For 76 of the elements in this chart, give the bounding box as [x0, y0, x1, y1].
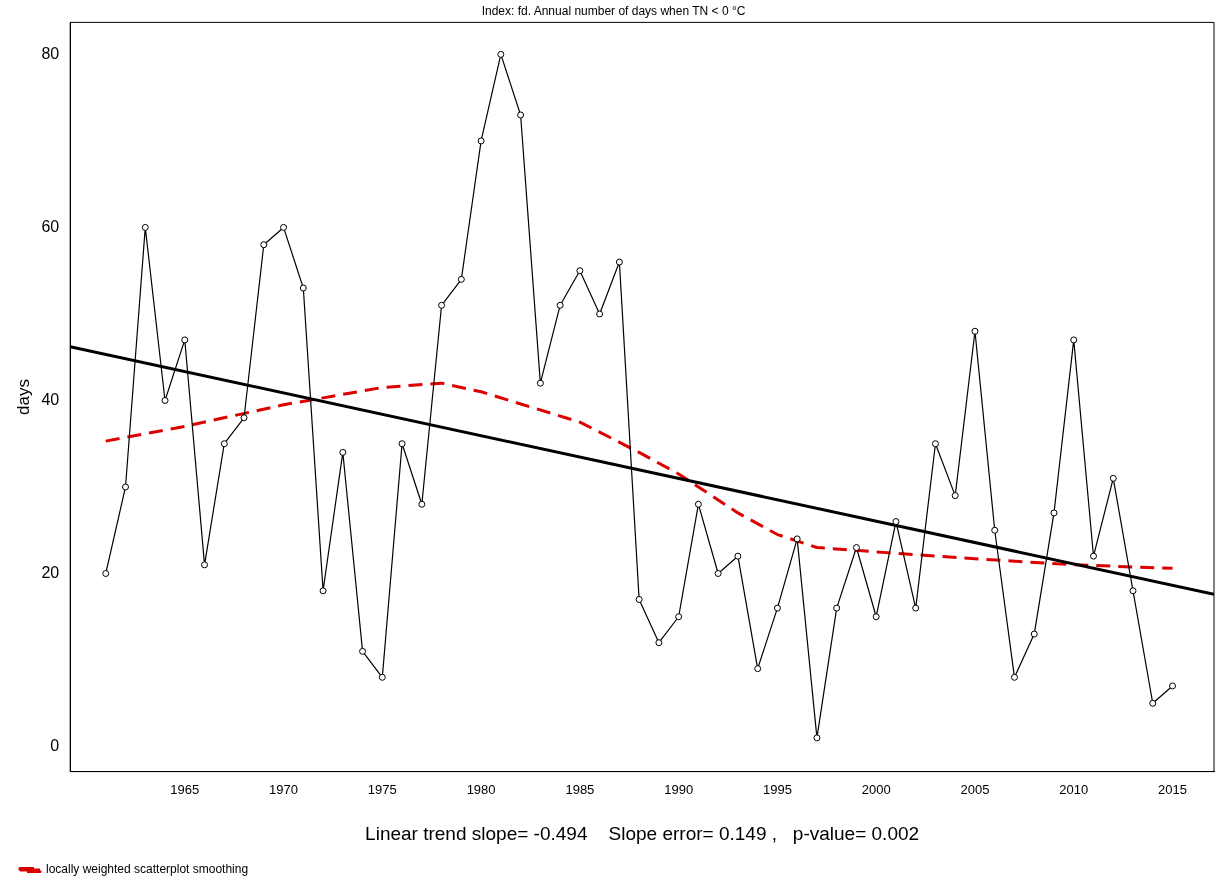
- point: [872, 613, 880, 621]
- point: [181, 336, 189, 344]
- point: [596, 310, 604, 318]
- x-tick-label: 1965: [170, 781, 200, 797]
- x-tick-label: 2010: [1059, 781, 1089, 797]
- x-tick-label: 1975: [367, 781, 397, 797]
- point: [833, 604, 841, 612]
- point: [418, 500, 426, 508]
- point: [694, 500, 702, 508]
- x-tick-label: 2015: [1158, 781, 1187, 797]
- point: [714, 569, 722, 577]
- point: [754, 665, 762, 673]
- point: [359, 647, 367, 655]
- x-tick-label: 1990: [664, 781, 694, 797]
- point: [615, 258, 623, 266]
- point: [773, 604, 781, 612]
- point: [655, 639, 663, 647]
- point: [319, 587, 327, 595]
- x-tick-label: 1985: [565, 781, 595, 797]
- point: [260, 241, 268, 249]
- point: [951, 492, 959, 500]
- point: [201, 561, 209, 569]
- point: [912, 604, 920, 612]
- point: [576, 267, 584, 275]
- point: [1149, 699, 1157, 707]
- chart-title: Index: fd. Annual number of days when TN < 0 °C: [481, 3, 746, 18]
- point: [339, 448, 347, 456]
- point: [852, 544, 860, 552]
- point: [971, 327, 979, 335]
- y-tick-label: 20: [41, 563, 60, 581]
- point: [1109, 474, 1117, 482]
- y-tick-label: 80: [41, 44, 60, 62]
- y-tick-label: 0: [50, 736, 60, 754]
- point: [161, 396, 169, 404]
- point: [536, 379, 544, 387]
- point: [398, 440, 406, 448]
- y-tick-label: 60: [41, 217, 60, 235]
- point: [102, 569, 110, 577]
- point: [497, 50, 505, 58]
- point: [378, 673, 386, 681]
- legend-label: locally weighted scatterplot smoothing: [46, 862, 249, 877]
- point: [1030, 630, 1038, 638]
- x-tick-label: 1980: [466, 781, 496, 797]
- point: [517, 111, 525, 119]
- x-tick-label: 1970: [269, 781, 299, 797]
- point: [813, 734, 821, 742]
- y-tick-label: 40: [41, 390, 60, 408]
- y-axis-title: days: [13, 379, 33, 415]
- x-tick-label: 2000: [861, 781, 891, 797]
- point: [1070, 336, 1078, 344]
- point: [280, 223, 288, 231]
- point: [477, 137, 485, 145]
- point: [457, 275, 465, 283]
- point: [931, 440, 939, 448]
- point: [1090, 552, 1097, 560]
- point: [122, 483, 130, 491]
- x-axis-title: Linear trend slope= -0.494 Slope error= 0.149 , p-value= 0.002: [365, 822, 920, 844]
- x-tick-label: 2005: [960, 781, 990, 797]
- point: [991, 526, 999, 534]
- point: [1129, 587, 1137, 595]
- point: [1169, 682, 1177, 690]
- point: [556, 301, 564, 309]
- x-tick-label: 1995: [762, 781, 792, 797]
- point: [220, 440, 228, 448]
- point: [734, 552, 742, 560]
- line-series: [104, 381, 1175, 570]
- point: [438, 301, 446, 309]
- point: [299, 284, 307, 292]
- point: [240, 414, 248, 422]
- point: [1050, 509, 1058, 517]
- point: [141, 223, 149, 231]
- point: [675, 613, 683, 621]
- point: [892, 518, 900, 526]
- point: [1010, 673, 1018, 681]
- point: [635, 595, 643, 603]
- point: [793, 535, 801, 543]
